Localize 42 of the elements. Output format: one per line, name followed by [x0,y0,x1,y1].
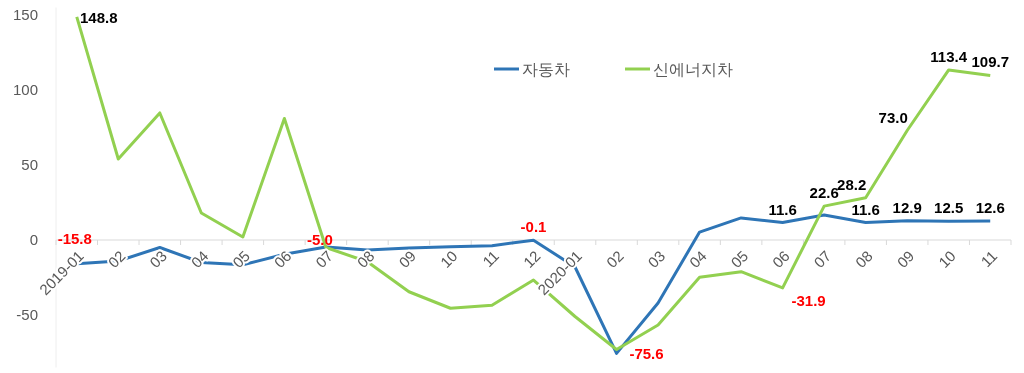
data-label: 148.8 [79,8,118,26]
legend-label: 자동차 [522,61,570,78]
x-tick-label: 10 [935,247,959,271]
x-tick-label: 05 [727,247,752,271]
x-tick-label: 10 [436,247,461,271]
x-tick-label: 06 [270,247,295,271]
y-tick-label: 150 [12,6,38,23]
x-tick-label: 03 [644,247,669,271]
y-tick-label: 50 [21,156,38,173]
x-tick-label: 04 [187,247,212,271]
x-tick-label: 09 [893,247,918,271]
x-tick-label: 02 [104,247,129,271]
data-label: -31.9 [791,291,826,309]
x-tick-label: 08 [851,247,876,271]
data-label: 11.6 [768,200,797,218]
data-label: 73.0 [878,108,908,126]
x-tick-label: 04 [685,247,710,271]
data-label: 12.6 [975,199,1005,217]
data-label: 109.7 [971,53,1010,71]
x-tick-label: 07 [312,247,337,271]
x-tick-label: 06 [768,247,793,271]
data-label: 113.4 [930,47,968,65]
data-label: 12.5 [934,199,964,217]
data-label: 12.9 [892,198,922,216]
data-label: 22.6 [809,184,839,202]
data-label: -75.6 [629,345,664,363]
x-tick-label: 09 [395,247,420,271]
y-tick-label: 0 [29,231,38,248]
x-tick-label: 11 [479,247,503,271]
data-label: 11.6 [851,200,880,218]
x-tick-label: 08 [353,247,378,271]
data-label: -0.1 [520,218,547,236]
data-label: -15.8 [57,230,92,247]
x-tick-label: 03 [146,247,170,271]
x-tick-label: 02 [602,247,627,271]
x-tick-label: 05 [229,247,253,271]
legend-label: 신에너지차 [653,61,733,78]
y-tick-label: 100 [12,81,38,98]
x-tick-label: 11 [977,247,1001,271]
x-tick-label: 07 [810,247,835,271]
data-label: 28.2 [837,175,867,193]
y-tick-label: -50 [16,306,38,323]
